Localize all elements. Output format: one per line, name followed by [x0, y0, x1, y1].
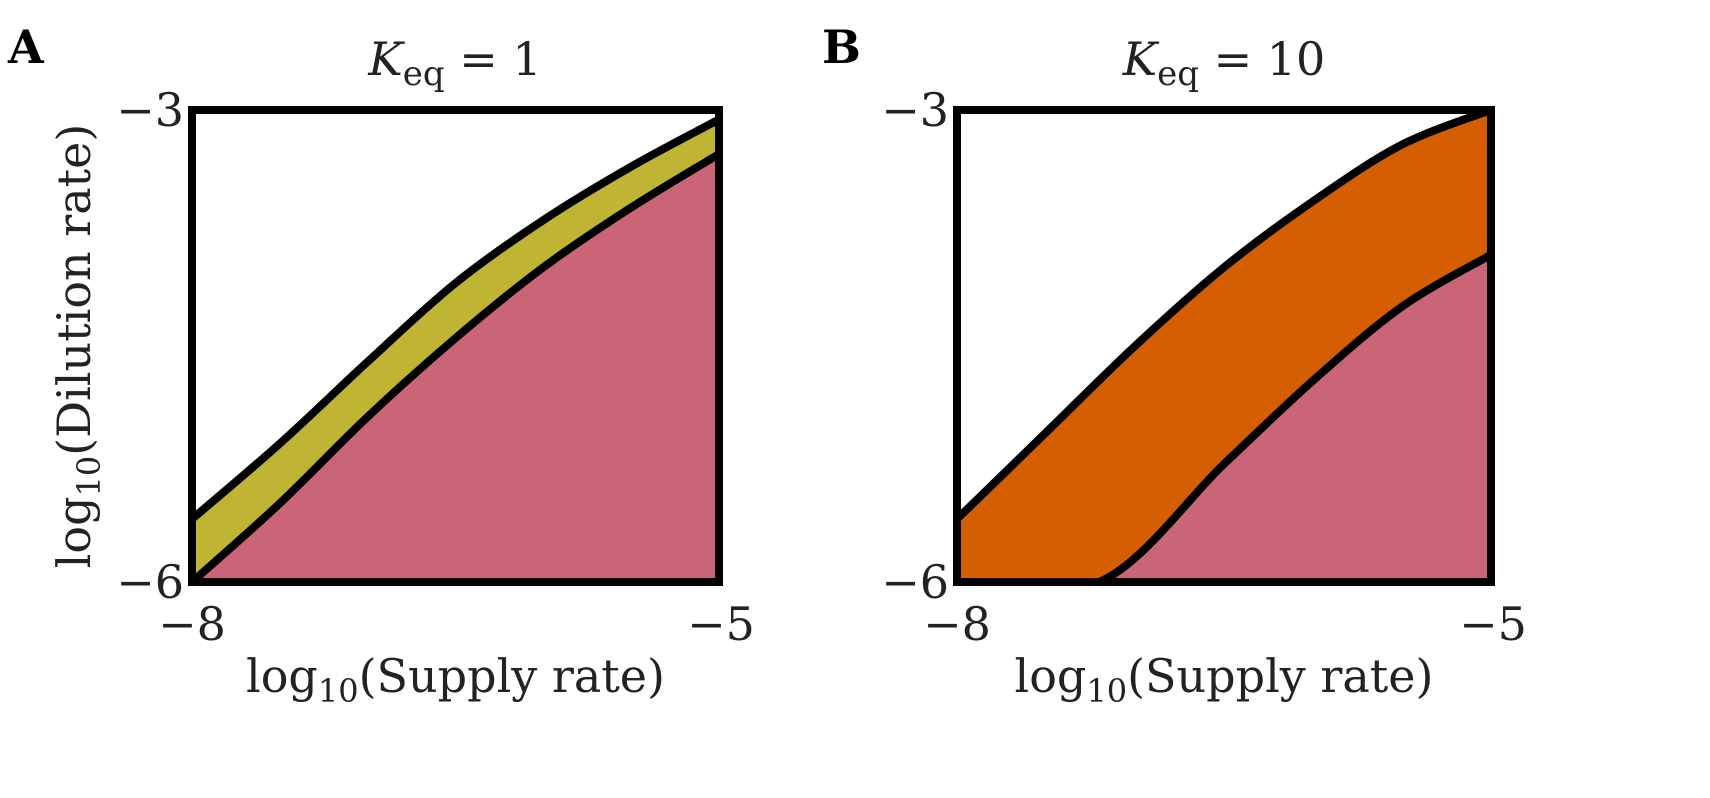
y-tick-label-top: −3 — [116, 83, 184, 137]
y-axis-label: log10(Dilution rate) — [47, 124, 108, 569]
x-axis-label: log10(Supply rate) — [1015, 649, 1434, 710]
y-axis-label-main: log — [47, 496, 101, 568]
panel-label: A — [7, 20, 45, 74]
lower-region — [192, 154, 719, 582]
x-axis-label: log10(Supply rate) — [246, 649, 665, 710]
panel-title: Keq = 10 — [1122, 32, 1326, 94]
title-rest: = 10 — [1199, 32, 1325, 86]
x-axis-label-rest: (Supply rate) — [1127, 649, 1433, 703]
plot-frame — [188, 106, 723, 586]
title-subscript: eq — [403, 54, 445, 94]
x-axis-label-rest: (Supply rate) — [359, 649, 665, 703]
lower-region — [957, 254, 1491, 582]
panel-b: B Keq = 10 −3 −6−8 −5 log10(Supply rate) — [822, 20, 1527, 710]
title-subscript: eq — [1157, 54, 1199, 94]
title-main: K — [1122, 32, 1160, 86]
plot-area — [957, 110, 1491, 582]
y-axis-label-group: log10(Dilution rate) — [47, 124, 108, 569]
y-axis-label-rest: (Dilution rate) — [47, 124, 101, 456]
y-axis-label-subscript: 10 — [70, 456, 108, 497]
x-axis-label-subscript: 10 — [318, 672, 359, 710]
upper-boundary-line — [192, 115, 719, 523]
panel-label: B — [822, 20, 861, 74]
lower-boundary-line — [192, 150, 719, 582]
plot-frame — [953, 106, 1495, 586]
x-tick-label-left: −8 — [158, 597, 226, 651]
y-tick-label-bottom: −6 — [881, 555, 949, 609]
plot-area — [192, 115, 719, 582]
x-tick-label-right: −5 — [1459, 597, 1527, 651]
x-axis-label-main: log — [1015, 649, 1087, 703]
panel-title: Keq = 1 — [367, 32, 541, 94]
x-axis-label-main: log — [246, 649, 318, 703]
title-main: K — [367, 32, 405, 86]
upper-boundary-line — [957, 110, 1491, 522]
y-tick-label-bottom: −6 — [116, 555, 184, 609]
x-axis-label-subscript: 10 — [1086, 672, 1127, 710]
x-tick-label-right: −5 — [687, 597, 755, 651]
y-tick-label-top: −3 — [881, 83, 949, 137]
lower-boundary-line — [957, 251, 1491, 582]
x-tick-label-left: −8 — [923, 597, 991, 651]
title-rest: = 1 — [445, 32, 542, 86]
